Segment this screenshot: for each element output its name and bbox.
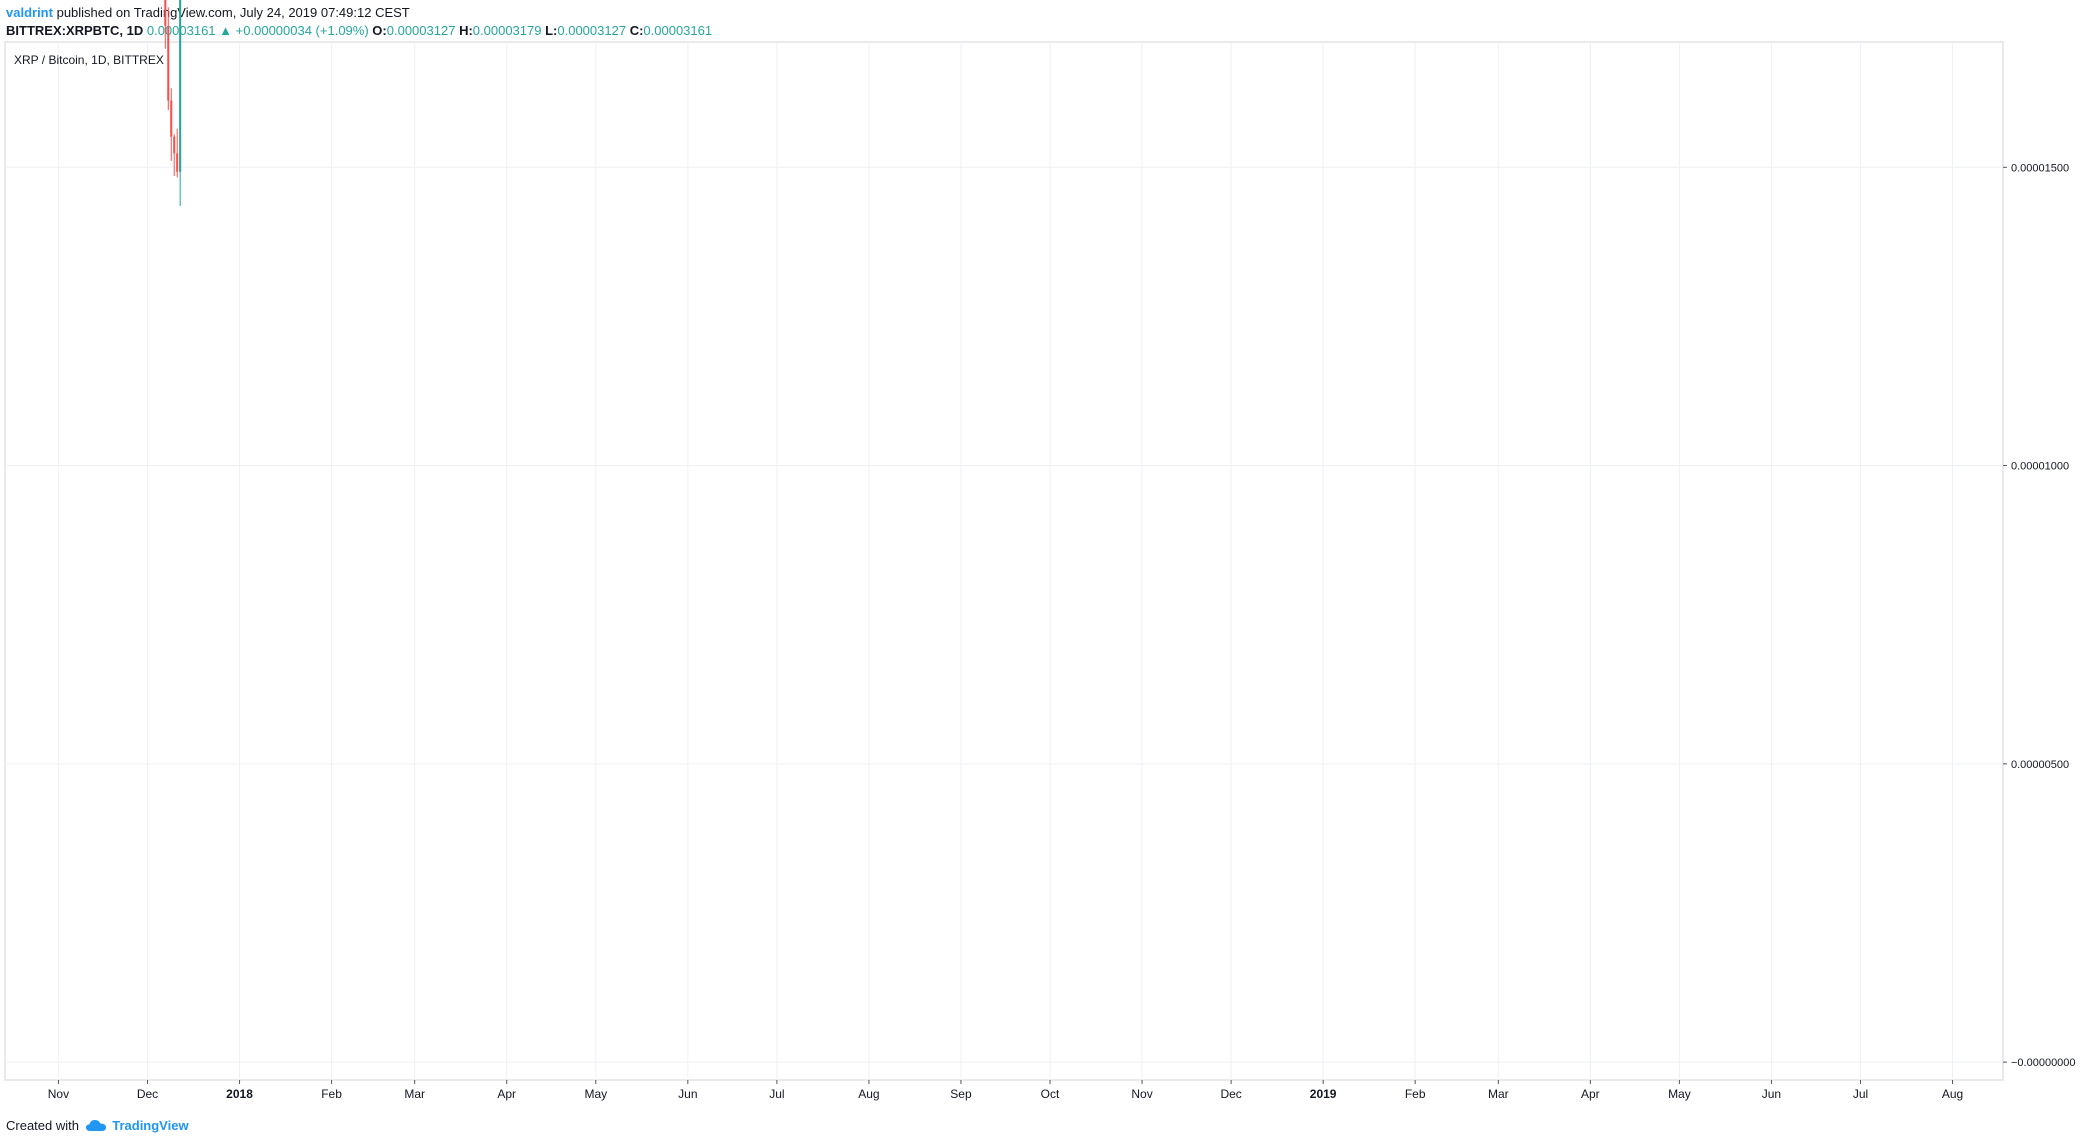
x-tick-label: Dec	[137, 1087, 158, 1101]
y-tick-label: 0.00001000	[2011, 461, 2069, 473]
x-tick-label: Apr	[1581, 1087, 1600, 1101]
high-label: H:	[459, 23, 473, 38]
x-tick-label: Apr	[497, 1087, 516, 1101]
x-tick-label: May	[584, 1087, 607, 1101]
x-tick-label: 2018	[226, 1087, 253, 1101]
symbol-label: BITTREX:XRPBTC, 1D	[6, 23, 144, 38]
x-tick-label: Feb	[1405, 1087, 1426, 1101]
chart-title: XRP / Bitcoin, 1D, BITTREX	[14, 53, 164, 67]
x-tick-label: Aug	[1942, 1087, 1963, 1101]
last-price: 0.00003161	[146, 23, 216, 38]
x-tick-label: Nov	[48, 1087, 69, 1101]
x-tick-label: Feb	[321, 1087, 342, 1101]
candle-body	[164, 0, 167, 27]
x-tick-label: Jun	[1762, 1087, 1781, 1101]
high-value: 0.00003179	[472, 23, 542, 38]
x-tick-label: Sep	[950, 1087, 972, 1101]
candle-body	[170, 100, 173, 137]
candle-body	[167, 26, 170, 101]
x-tick-label: Jun	[678, 1087, 697, 1101]
x-tick-label: Jul	[1853, 1087, 1868, 1101]
candle-body	[173, 136, 176, 154]
symbol-line: BITTREX:XRPBTC, 1D 0.00003161 ▲ +0.00000…	[6, 23, 712, 38]
tradingview-cloud-icon	[85, 1119, 107, 1136]
open-value: 0.00003127	[386, 23, 456, 38]
x-tick-label: Nov	[1131, 1087, 1152, 1101]
time-axis[interactable]: Nov Dec 2018 Feb Mar Apr May Jun Jul Aug Sep Oct Nov…	[48, 1080, 1963, 1101]
candles	[164, 0, 182, 206]
x-tick-label: Aug	[858, 1087, 879, 1101]
publish-line: valdrint published on TradingView.com, J…	[6, 5, 410, 20]
y-tick-label: 0.00001500	[2011, 162, 2069, 174]
y-tick-label: −0.00000000	[2011, 1057, 2076, 1069]
candle-body	[176, 153, 179, 172]
x-tick-label: Oct	[1041, 1087, 1060, 1101]
tradingview-brand[interactable]: TradingView	[112, 1118, 189, 1133]
candle-body	[179, 0, 182, 172]
created-with-text: Created with	[6, 1118, 79, 1133]
published-text: published on TradingView.com, July 24, 2…	[56, 5, 410, 20]
x-tick-label: Mar	[404, 1087, 425, 1101]
grid-lines	[4, 41, 2004, 1081]
open-label: O:	[372, 23, 387, 38]
x-tick-label: 2019	[1310, 1087, 1337, 1101]
y-tick-label: 0.00000500	[2011, 759, 2069, 771]
low-value: 0.00003127	[557, 23, 627, 38]
close-value: 0.00003161	[643, 23, 713, 38]
plot-frame	[4, 41, 2004, 1081]
x-tick-label: Dec	[1220, 1087, 1241, 1101]
triangle-up-icon: ▲	[219, 23, 233, 38]
close-label: C:	[629, 23, 644, 38]
x-tick-label: Mar	[1488, 1087, 1509, 1101]
footer: Created with TradingView	[6, 1118, 189, 1136]
author-link[interactable]: valdrint	[6, 5, 53, 20]
low-label: L:	[545, 23, 558, 38]
price-change: +0.00000034 (+1.09%)	[235, 23, 369, 38]
price-axis[interactable]: 0.000170000.000165000.000160000.00015500…	[2003, 0, 2076, 1069]
x-tick-label: Jul	[769, 1087, 784, 1101]
x-tick-label: May	[1668, 1087, 1691, 1101]
